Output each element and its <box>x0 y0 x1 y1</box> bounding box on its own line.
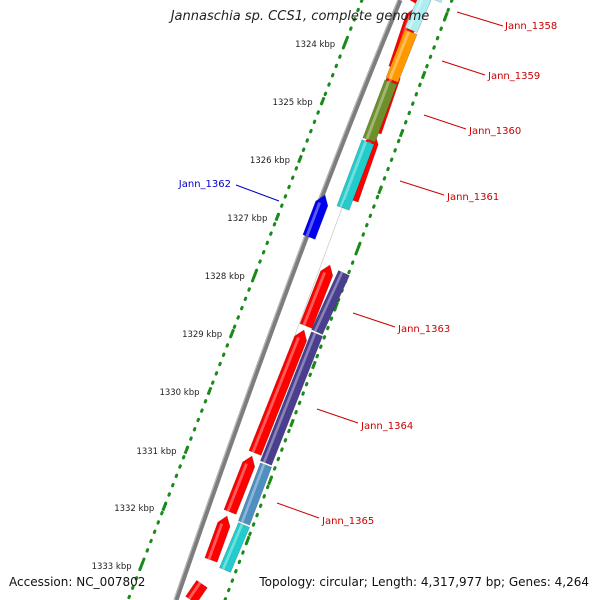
gene-label-leader <box>276 502 320 519</box>
outer-ruler-major-tick <box>311 360 317 370</box>
ruler-major-tick <box>297 154 303 164</box>
cog-jann-1363-shine <box>313 271 344 332</box>
gene-label[interactable]: Jann_1362 <box>178 179 231 190</box>
gene-labels: Jann_1358 Jann_1359 Jann_1360 Jann_1361 Jann… <box>178 11 557 527</box>
outer-ruler-major-tick <box>377 185 383 195</box>
cog-spacer <box>294 199 346 336</box>
genome-backbone <box>173 0 403 600</box>
cds-jann-1365 <box>223 455 256 515</box>
outer-ruler-major-tick <box>244 535 251 545</box>
ruler-tick-label: 1328 kbp <box>205 272 245 282</box>
gene-label[interactable]: Jann_1359 <box>487 71 540 82</box>
topology-text: Topology: circular; Length: 4,317,977 bp… <box>259 575 589 589</box>
cds-jann-1362-shine <box>305 202 322 237</box>
gene-label-leader <box>352 312 396 328</box>
outer-ruler-major-tick <box>420 70 427 80</box>
cog-jann-1365 <box>238 462 272 526</box>
gene-label-leader <box>235 184 280 202</box>
cds-jann-1358 <box>409 0 418 4</box>
ruler-tick-label: 1325 kbp <box>273 98 313 108</box>
ruler-major-tick <box>138 560 145 570</box>
cog-jann-1361-shine <box>339 140 368 208</box>
ruler-major-tick <box>206 386 213 396</box>
cds-jann-1364 <box>248 329 308 456</box>
gene-label[interactable]: Jann_1361 <box>446 192 499 203</box>
cog-jann-1361 <box>336 139 375 211</box>
ruler-major-tick <box>251 270 258 280</box>
gene-label-leader <box>456 11 504 27</box>
outer-ruler-ticks <box>223 0 454 600</box>
cds-jann-1363 <box>299 264 334 329</box>
gene-label[interactable]: Jann_1360 <box>468 126 521 137</box>
cog-jann-1364 <box>260 331 323 466</box>
gene-label-leader <box>423 114 467 130</box>
ruler-major-tick <box>342 38 349 48</box>
ruler-tick-label: 1331 kbp <box>136 447 176 457</box>
cds-jann-1365-shine <box>226 463 248 512</box>
cog-jann-1360-shine <box>365 80 391 140</box>
genome-backbone-highlight <box>173 0 399 600</box>
cog-jann-1366 <box>219 522 250 573</box>
gene-label[interactable]: Jann_1365 <box>321 516 374 527</box>
cog-jann-1358 <box>434 0 443 3</box>
ruler-major-tick <box>274 212 281 222</box>
cog-jann-1358-c-shine <box>407 0 424 30</box>
gene-label-leader <box>399 180 445 196</box>
ruler-tick-label: 1329 kbp <box>182 330 222 340</box>
gene-label[interactable]: Jann_1358 <box>504 21 557 32</box>
ruler-major-tick <box>161 502 168 512</box>
cds-jann-1362 <box>302 194 329 240</box>
cog-jann-1364-shine <box>262 332 317 463</box>
gene-label-leader <box>441 60 486 76</box>
ruler-tick-label: 1327 kbp <box>227 214 267 224</box>
cog-jann-1365-shine <box>240 463 266 523</box>
outer-ruler-major-tick <box>355 243 361 253</box>
outer-ruler-major-tick <box>333 301 340 311</box>
cog-jann-1359-shine <box>388 30 411 80</box>
gene-label-leader <box>316 408 359 424</box>
ruler-major-tick <box>183 445 190 455</box>
cds-jann-1364-shine <box>251 336 300 453</box>
cds-jann-1367 <box>185 579 208 600</box>
ruler-major-tick <box>319 96 326 106</box>
cog-jann-1363 <box>311 270 350 335</box>
ruler-tick-label: 1326 kbp <box>250 156 290 166</box>
map-title: Jannaschia sp. CCS1, complete genome <box>170 9 430 24</box>
ruler-tick-label: 1332 kbp <box>114 504 154 514</box>
cog-jann-1359 <box>385 29 418 83</box>
feature-rings <box>173 0 443 600</box>
cog-jann-1358-c <box>404 0 432 34</box>
cds-jann-1367-shine <box>187 581 202 600</box>
outer-ruler-major-tick <box>443 11 449 21</box>
outer-ruler-major-tick <box>398 128 405 138</box>
cds-jann-1363-shine <box>302 272 326 326</box>
accession-text: Accession: NC_007802 <box>9 575 146 589</box>
outer-ruler-major-tick <box>267 476 273 486</box>
outer-ruler-major-tick <box>289 418 295 428</box>
gene-label[interactable]: Jann_1363 <box>397 324 450 335</box>
ruler-tick-label: 1330 kbp <box>159 388 199 398</box>
gene-label[interactable]: Jann_1364 <box>360 421 413 432</box>
ruler-minor-ticks <box>126 0 364 600</box>
cog-jann-1366-shine <box>221 523 244 570</box>
kbp-ruler: 1324 kbp 1325 kbp 1326 kbp 1327 kbp 1328 kbp… <box>92 0 454 600</box>
cds-jann-1366-shine <box>207 523 224 560</box>
ruler-major-tick <box>229 328 235 338</box>
cog-jann-1360 <box>362 79 398 143</box>
ruler-tick-label: 1333 kbp <box>92 562 132 572</box>
ruler-tick-label: 1324 kbp <box>295 40 335 50</box>
cds-jann-1366 <box>204 515 231 563</box>
